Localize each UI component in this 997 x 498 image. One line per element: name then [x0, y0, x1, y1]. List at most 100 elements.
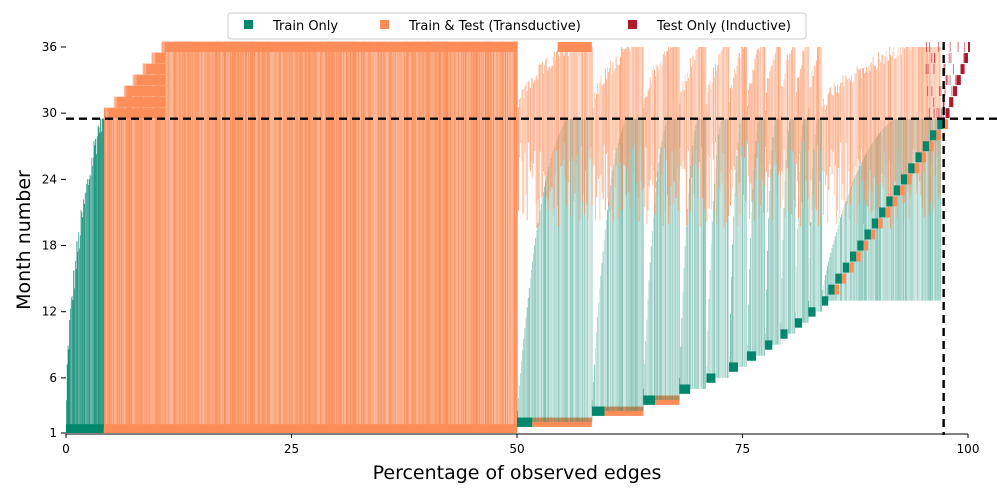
transductive-edge: [397, 41, 399, 428]
transductive-edge: [515, 41, 517, 428]
transductive-edge: [540, 64, 542, 199]
transductive-edge: [752, 69, 754, 200]
transductive-edge: [189, 41, 191, 428]
transductive-step: [841, 273, 847, 284]
transductive-edge: [673, 47, 675, 182]
train-only-edge: [911, 118, 913, 301]
y-tick-label: 12: [42, 305, 57, 319]
transductive-edge: [289, 41, 291, 428]
transductive-edge: [325, 41, 327, 428]
transductive-edge: [176, 41, 178, 428]
train-only-edge: [908, 118, 910, 301]
train-only-edge: [762, 118, 763, 356]
train-only-edge: [708, 299, 710, 378]
transductive-edge: [194, 41, 196, 428]
train-only-edge: [738, 131, 740, 367]
transductive-edge: [598, 93, 600, 180]
train-only-edge: [632, 118, 634, 411]
train-only-block: [706, 373, 716, 383]
y-axis: 1 6 12 18 24 30 36: [42, 40, 66, 440]
transductive-edge: [183, 41, 185, 428]
test-only-edge: [929, 42, 931, 52]
transductive-edge: [592, 108, 594, 168]
test-only-edge: [964, 42, 966, 52]
transductive-edge: [241, 41, 244, 428]
transductive-edge: [693, 56, 695, 194]
train-only-edge: [899, 118, 901, 301]
train-only-edge: [537, 223, 539, 422]
train-only-edge: [900, 118, 902, 301]
transductive-edge: [912, 47, 914, 149]
transductive-edge: [136, 74, 138, 428]
train-only-edge: [557, 138, 558, 422]
transductive-edge: [522, 89, 524, 215]
x-axis: 0 25 50 75 100: [62, 433, 979, 456]
train-only-edge: [635, 118, 636, 411]
transductive-edge: [924, 47, 926, 216]
train-only-edge: [641, 118, 643, 411]
transductive-step: [885, 207, 890, 218]
transductive-edge: [811, 69, 813, 210]
transductive-edge: [609, 67, 611, 212]
transductive-edge: [911, 47, 913, 177]
transductive-edge: [155, 52, 157, 428]
transductive-edge: [286, 41, 288, 428]
transductive-edge: [203, 41, 205, 428]
transductive-edge: [149, 63, 151, 428]
transductive-edge: [745, 47, 747, 202]
transductive-edge: [509, 41, 511, 428]
transductive-step: [929, 141, 934, 152]
transductive-edge: [424, 41, 426, 428]
train-only-edge: [842, 210, 844, 301]
train-only-edge: [766, 289, 767, 345]
train-only-edge: [669, 118, 670, 400]
transductive-edge: [548, 67, 550, 210]
transductive-edge: [379, 41, 382, 428]
transductive-edge: [386, 41, 388, 428]
transductive-edge: [802, 50, 804, 142]
train-only-edge: [779, 118, 780, 345]
transductive-edge: [294, 41, 296, 428]
transductive-edge: [335, 41, 337, 428]
train-only-edge: [81, 212, 83, 428]
transductive-edge: [190, 41, 192, 428]
transductive-step: [108, 108, 166, 119]
transductive-edge: [157, 52, 159, 428]
train-only-edge: [921, 118, 923, 301]
test-only-edge: [955, 75, 957, 86]
train-only-edge: [656, 181, 657, 400]
transductive-edge: [443, 41, 445, 428]
transductive-edge: [739, 58, 741, 215]
train-only-edge: [568, 118, 570, 422]
train-only-edge: [688, 192, 689, 389]
train-only-edge: [623, 124, 624, 411]
train-only-edge: [720, 121, 722, 378]
train-only-edge: [780, 118, 781, 345]
train-only-edge: [919, 118, 920, 301]
transductive-edge: [518, 107, 519, 211]
transductive-edge: [245, 41, 248, 428]
transductive-edge: [274, 41, 276, 428]
transductive-edge: [536, 75, 538, 229]
train-only-block: [765, 340, 773, 350]
train-only-edge: [83, 203, 85, 428]
transductive-edge: [265, 41, 267, 428]
transductive-edge: [168, 41, 170, 428]
train-only-edge: [595, 347, 596, 411]
train-only-edge: [547, 171, 549, 422]
transductive-top-bar: [557, 42, 592, 52]
transductive-edge: [394, 41, 396, 428]
transductive-edge: [456, 41, 458, 428]
transductive-edge: [863, 67, 864, 224]
train-only-edge: [627, 118, 629, 411]
transductive-edge: [495, 41, 498, 428]
transductive-edge: [645, 96, 647, 148]
transductive-edge: [837, 84, 838, 211]
transductive-edge: [322, 41, 324, 428]
train-only-block: [643, 395, 656, 405]
train-only-edge: [653, 217, 654, 400]
transductive-edge: [589, 47, 591, 160]
x-axis-title: Percentage of observed edges: [373, 462, 662, 484]
transductive-edge: [120, 96, 123, 428]
train-only-edge: [825, 275, 826, 301]
